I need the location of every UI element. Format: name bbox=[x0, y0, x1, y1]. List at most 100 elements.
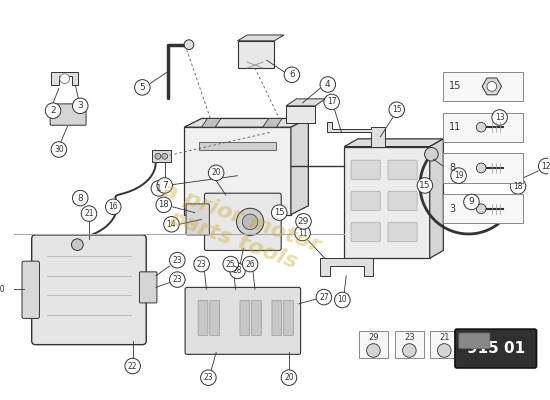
Circle shape bbox=[281, 370, 296, 386]
Polygon shape bbox=[238, 35, 284, 41]
Polygon shape bbox=[184, 127, 291, 214]
FancyBboxPatch shape bbox=[140, 272, 157, 303]
Text: 22: 22 bbox=[128, 362, 138, 370]
Text: 11: 11 bbox=[449, 122, 461, 132]
Text: 23: 23 bbox=[204, 373, 213, 382]
FancyBboxPatch shape bbox=[22, 261, 40, 318]
FancyBboxPatch shape bbox=[240, 300, 250, 336]
Bar bbox=[199, 142, 276, 150]
Polygon shape bbox=[286, 99, 326, 106]
Text: 1: 1 bbox=[156, 184, 162, 193]
Circle shape bbox=[236, 208, 263, 236]
Circle shape bbox=[73, 190, 88, 206]
Circle shape bbox=[425, 148, 438, 161]
Circle shape bbox=[334, 292, 350, 308]
Text: 29: 29 bbox=[368, 333, 378, 342]
FancyBboxPatch shape bbox=[443, 154, 523, 182]
Text: 27: 27 bbox=[319, 292, 329, 302]
Circle shape bbox=[155, 154, 161, 159]
FancyBboxPatch shape bbox=[351, 160, 380, 180]
Text: 915 01: 915 01 bbox=[467, 341, 525, 356]
Circle shape bbox=[492, 110, 508, 125]
Text: 20: 20 bbox=[211, 168, 221, 177]
Text: 26: 26 bbox=[245, 260, 255, 268]
Circle shape bbox=[510, 178, 526, 194]
Polygon shape bbox=[202, 118, 221, 127]
Text: 23: 23 bbox=[404, 333, 415, 342]
FancyBboxPatch shape bbox=[351, 222, 380, 242]
Circle shape bbox=[403, 344, 416, 357]
Text: 17: 17 bbox=[327, 98, 337, 106]
Text: 23: 23 bbox=[197, 260, 206, 268]
Circle shape bbox=[157, 178, 173, 193]
FancyBboxPatch shape bbox=[50, 104, 86, 125]
Polygon shape bbox=[344, 147, 430, 258]
FancyBboxPatch shape bbox=[272, 300, 282, 336]
Circle shape bbox=[472, 344, 486, 357]
FancyBboxPatch shape bbox=[388, 222, 417, 242]
Circle shape bbox=[476, 204, 486, 214]
Text: 2: 2 bbox=[50, 106, 56, 115]
FancyBboxPatch shape bbox=[443, 113, 523, 142]
Circle shape bbox=[125, 358, 140, 374]
FancyBboxPatch shape bbox=[284, 300, 293, 336]
Text: 25: 25 bbox=[226, 260, 235, 268]
Circle shape bbox=[417, 178, 433, 193]
FancyBboxPatch shape bbox=[359, 331, 388, 358]
Polygon shape bbox=[344, 139, 443, 147]
Polygon shape bbox=[51, 72, 78, 86]
Circle shape bbox=[230, 263, 245, 279]
Text: 5: 5 bbox=[140, 83, 145, 92]
Circle shape bbox=[169, 272, 185, 287]
Text: a prior motor
parts tools: a prior motor parts tools bbox=[152, 180, 323, 278]
Circle shape bbox=[487, 82, 497, 91]
Circle shape bbox=[106, 199, 121, 214]
Circle shape bbox=[72, 239, 83, 250]
Text: 15: 15 bbox=[392, 105, 402, 114]
FancyBboxPatch shape bbox=[455, 329, 536, 368]
Text: 15: 15 bbox=[449, 82, 461, 92]
FancyBboxPatch shape bbox=[198, 300, 208, 336]
Text: 10: 10 bbox=[338, 296, 347, 304]
FancyBboxPatch shape bbox=[388, 191, 417, 211]
Circle shape bbox=[538, 158, 550, 174]
Circle shape bbox=[223, 256, 239, 272]
Circle shape bbox=[208, 165, 224, 180]
Text: 3: 3 bbox=[78, 101, 83, 110]
Polygon shape bbox=[320, 258, 373, 276]
FancyBboxPatch shape bbox=[465, 331, 494, 358]
Circle shape bbox=[284, 67, 300, 82]
Text: 21: 21 bbox=[84, 209, 94, 218]
FancyBboxPatch shape bbox=[210, 300, 219, 336]
Circle shape bbox=[81, 206, 97, 221]
Text: 8: 8 bbox=[78, 194, 83, 202]
FancyBboxPatch shape bbox=[251, 300, 261, 336]
Text: 16: 16 bbox=[108, 202, 118, 211]
Circle shape bbox=[45, 103, 61, 118]
Text: 18: 18 bbox=[474, 333, 485, 342]
Text: 15: 15 bbox=[274, 208, 284, 217]
FancyBboxPatch shape bbox=[186, 204, 210, 235]
Text: 19: 19 bbox=[454, 171, 463, 180]
Circle shape bbox=[156, 197, 172, 213]
Circle shape bbox=[243, 256, 258, 272]
Text: 14: 14 bbox=[167, 220, 177, 229]
Circle shape bbox=[151, 180, 167, 196]
Circle shape bbox=[194, 256, 210, 272]
Circle shape bbox=[51, 142, 67, 157]
FancyBboxPatch shape bbox=[443, 194, 523, 223]
Text: 6: 6 bbox=[289, 70, 295, 79]
FancyBboxPatch shape bbox=[205, 193, 281, 250]
Circle shape bbox=[296, 214, 311, 229]
Text: 7: 7 bbox=[162, 181, 168, 190]
Circle shape bbox=[272, 205, 287, 220]
FancyBboxPatch shape bbox=[238, 41, 274, 68]
Circle shape bbox=[243, 214, 258, 230]
Circle shape bbox=[451, 168, 466, 183]
FancyBboxPatch shape bbox=[286, 106, 315, 123]
Text: 18: 18 bbox=[158, 200, 169, 209]
Circle shape bbox=[367, 344, 380, 357]
FancyBboxPatch shape bbox=[395, 331, 424, 358]
Circle shape bbox=[73, 98, 88, 114]
Circle shape bbox=[135, 80, 150, 95]
